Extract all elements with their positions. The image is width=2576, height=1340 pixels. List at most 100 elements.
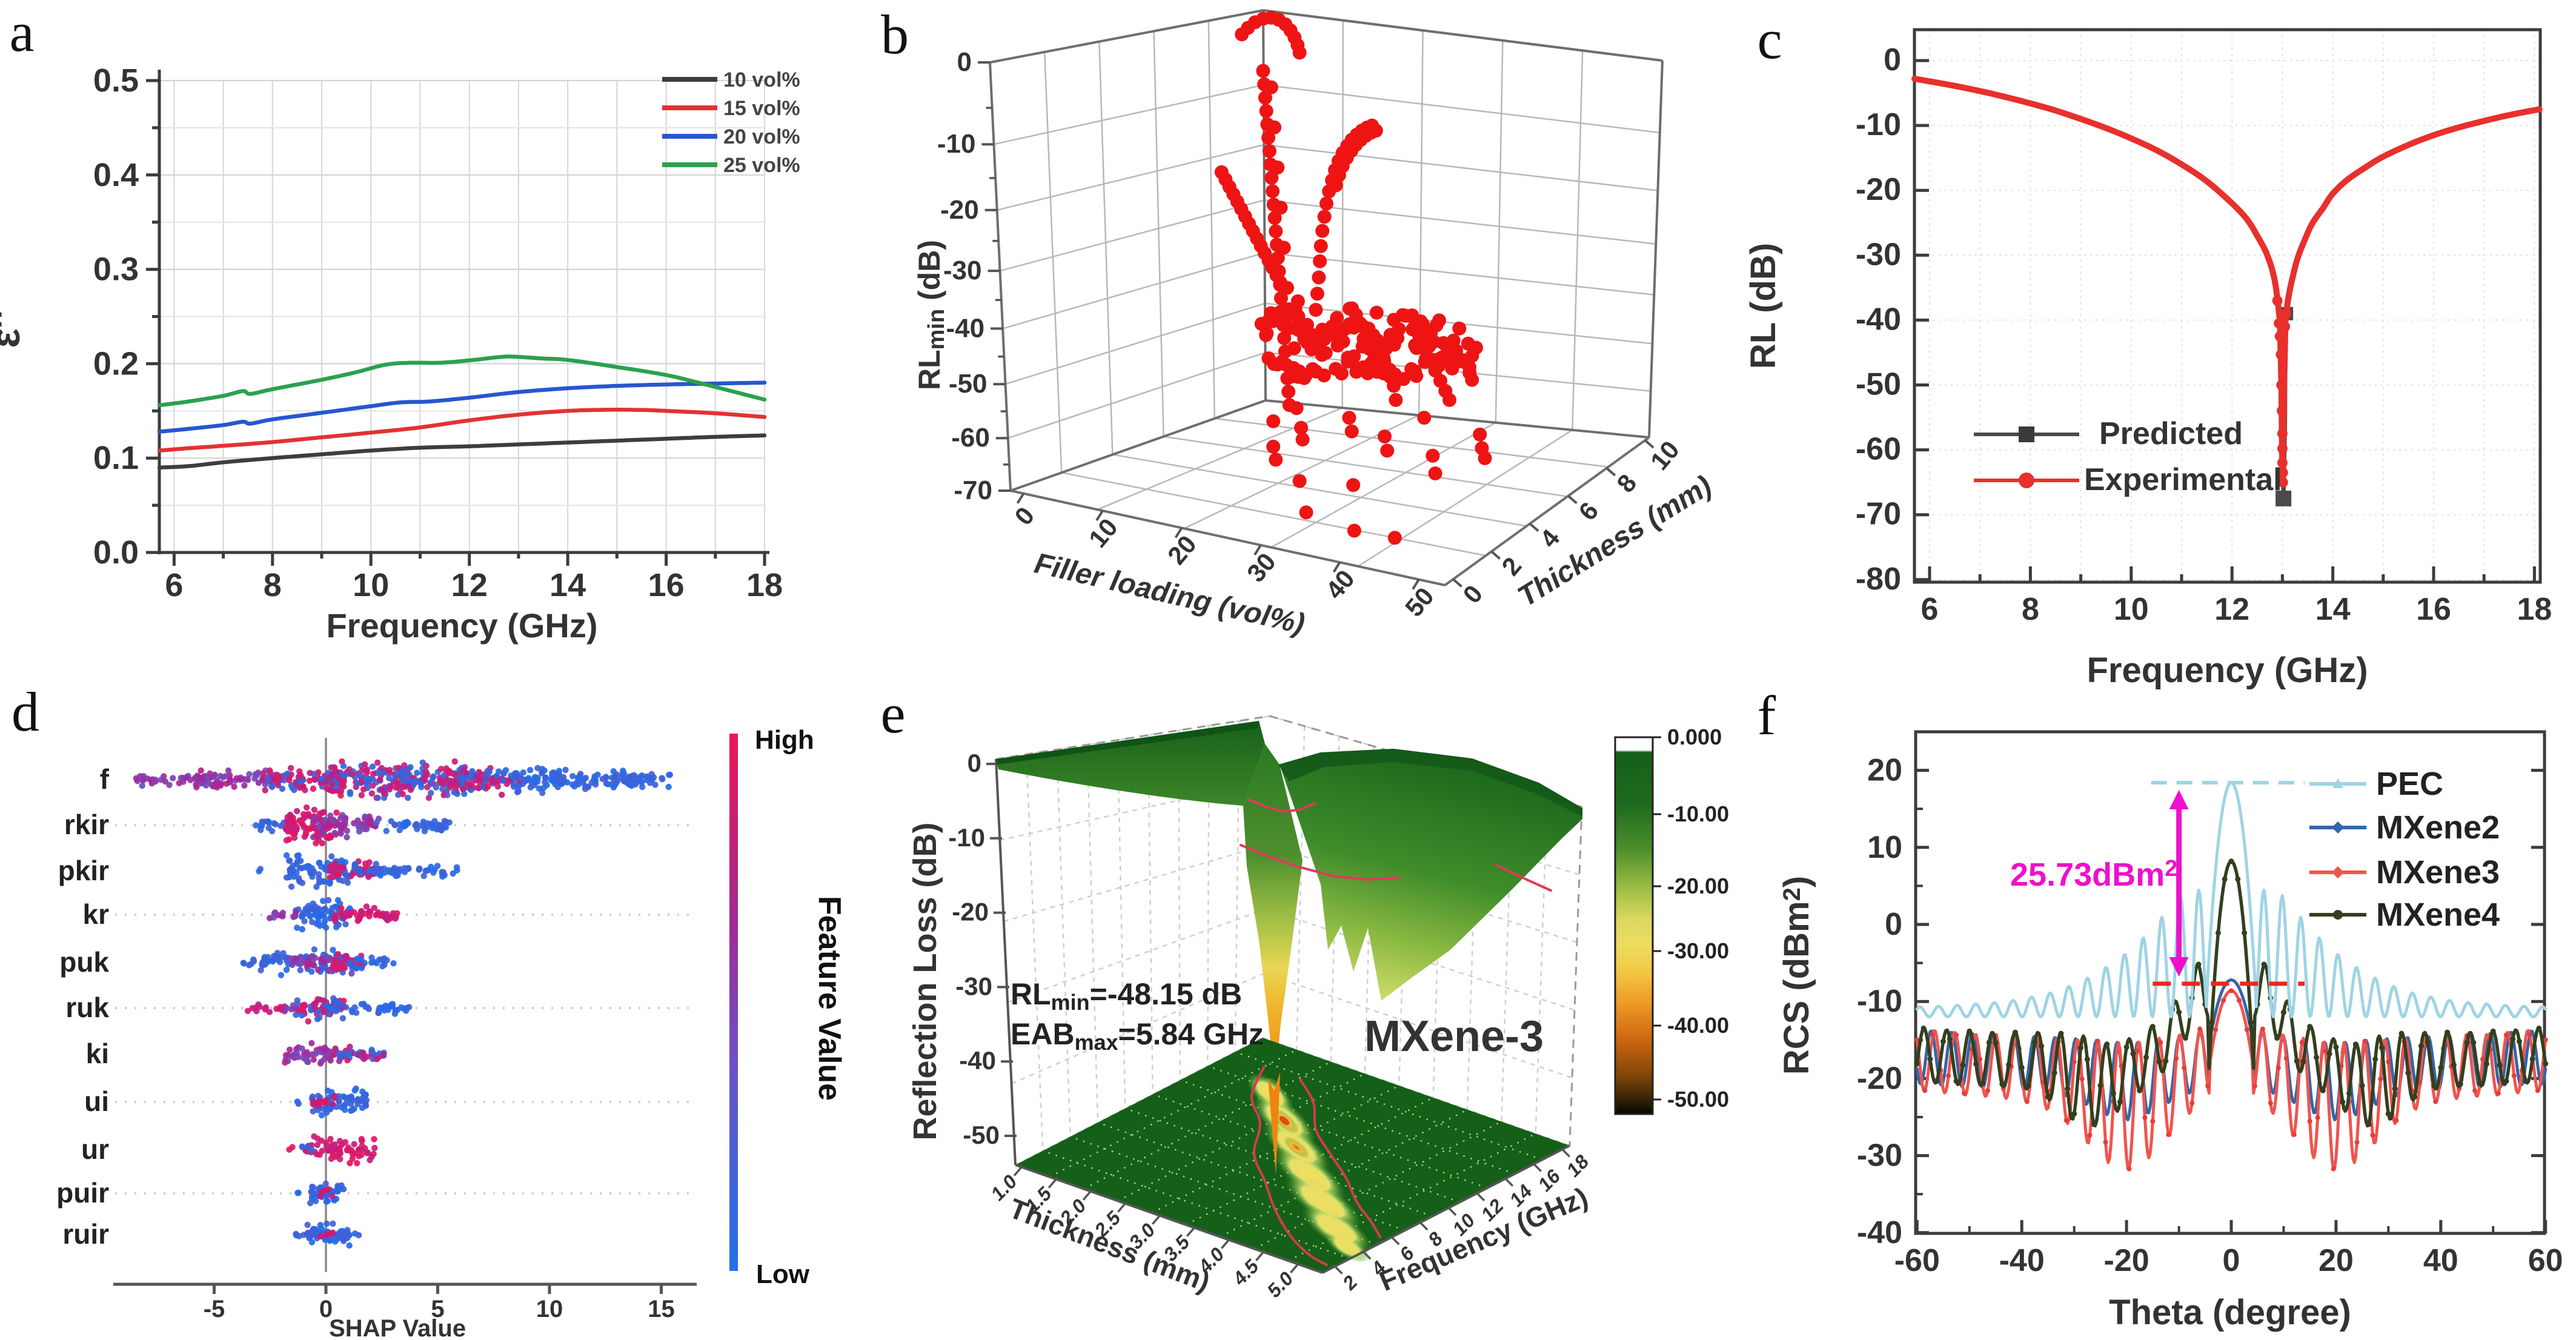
svg-text:-80: -80 (1856, 562, 1901, 597)
svg-text:-30: -30 (1857, 1138, 1902, 1173)
svg-text:Low: Low (756, 1259, 810, 1289)
svg-text:e: e (881, 683, 906, 745)
svg-text:PEC: PEC (2376, 766, 2443, 802)
svg-text:0: 0 (957, 47, 972, 77)
svg-text:0.0: 0.0 (93, 534, 139, 571)
svg-text:25 vol%: 25 vol% (723, 154, 800, 177)
svg-text:kr: kr (83, 898, 110, 930)
svg-text:-20: -20 (1856, 172, 1901, 207)
svg-text:18: 18 (746, 567, 783, 603)
svg-text:-70: -70 (1856, 497, 1901, 532)
svg-text:0: 0 (319, 1296, 333, 1322)
svg-text:RLmin=-48.15 dB: RLmin=-48.15 dB (1011, 977, 1242, 1015)
svg-text:puk: puk (59, 946, 109, 978)
svg-text:0.3: 0.3 (93, 251, 139, 288)
svg-text:-10: -10 (1857, 984, 1902, 1019)
svg-text:pkir: pkir (58, 855, 109, 886)
svg-text:Predicted: Predicted (2099, 416, 2243, 451)
svg-text:0: 0 (1884, 42, 1901, 78)
svg-text:-40: -40 (959, 1046, 996, 1075)
svg-text:20: 20 (2319, 1243, 2354, 1278)
svg-text:-20: -20 (952, 898, 989, 926)
svg-text:14: 14 (549, 567, 586, 603)
svg-text:Feature Value: Feature Value (812, 896, 847, 1101)
svg-text:MXene2: MXene2 (2376, 809, 2500, 846)
svg-text:c: c (1758, 8, 1782, 70)
svg-text:ui: ui (84, 1086, 109, 1117)
svg-text:-30: -30 (943, 256, 982, 285)
svg-text:puir: puir (56, 1177, 109, 1209)
svg-text:-60: -60 (951, 423, 990, 453)
svg-text:40: 40 (2423, 1243, 2458, 1278)
svg-text:Frequency (GHz): Frequency (GHz) (326, 606, 597, 645)
svg-text:-40.00: -40.00 (1667, 1013, 1729, 1038)
svg-text:-50.00: -50.00 (1667, 1087, 1729, 1112)
svg-text:8: 8 (264, 567, 282, 603)
svg-text:ε″: ε″ (0, 309, 28, 348)
svg-text:18: 18 (2517, 592, 2552, 627)
svg-text:-10: -10 (937, 129, 976, 159)
svg-text:ruk: ruk (65, 992, 109, 1023)
svg-text:25.73dBm2: 25.73dBm2 (2010, 856, 2177, 893)
svg-text:-10: -10 (948, 823, 985, 852)
svg-text:f: f (1758, 685, 1776, 746)
svg-text:-30: -30 (1856, 237, 1901, 272)
svg-text:b: b (881, 4, 909, 65)
svg-text:20 vol%: 20 vol% (723, 125, 800, 148)
svg-text:High: High (755, 725, 814, 755)
svg-text:-40: -40 (1999, 1243, 2045, 1278)
svg-text:8: 8 (2022, 592, 2039, 627)
svg-text:12: 12 (451, 567, 488, 603)
svg-text:0.4: 0.4 (93, 157, 139, 193)
svg-text:10: 10 (353, 567, 389, 603)
svg-text:-50: -50 (1856, 367, 1901, 402)
svg-text:0.000: 0.000 (1667, 725, 1722, 749)
svg-text:-20: -20 (940, 195, 979, 225)
svg-text:MXene3: MXene3 (2376, 854, 2500, 891)
svg-text:-10.00: -10.00 (1667, 801, 1729, 826)
svg-text:0: 0 (1885, 907, 1902, 942)
svg-text:Frequency (GHz): Frequency (GHz) (2086, 651, 2368, 690)
svg-text:6: 6 (165, 567, 183, 603)
svg-text:f: f (100, 763, 110, 795)
svg-text:20: 20 (1867, 753, 1902, 788)
svg-text:0.2: 0.2 (93, 345, 139, 382)
svg-text:Experimental: Experimental (2084, 462, 2282, 497)
svg-text:-60: -60 (1856, 432, 1901, 467)
svg-text:6: 6 (1921, 592, 1939, 627)
svg-text:10: 10 (536, 1296, 563, 1322)
svg-text:-70: -70 (954, 476, 992, 505)
svg-text:-5: -5 (204, 1296, 225, 1322)
svg-text:MXene4: MXene4 (2376, 897, 2500, 933)
svg-text:RL (dB): RL (dB) (1744, 243, 1783, 369)
svg-text:-10: -10 (1856, 107, 1901, 142)
svg-text:-30.00: -30.00 (1667, 938, 1729, 963)
svg-text:ur: ur (81, 1133, 109, 1165)
svg-text:0.5: 0.5 (93, 62, 139, 99)
svg-text:SHAP Value: SHAP Value (329, 1315, 466, 1340)
svg-text:14: 14 (2315, 592, 2351, 627)
svg-text:-40: -40 (946, 313, 985, 343)
svg-text:0: 0 (2223, 1243, 2240, 1278)
svg-text:-20: -20 (1857, 1061, 1902, 1096)
svg-text:d: d (12, 681, 39, 743)
svg-text:0.1: 0.1 (93, 440, 139, 476)
svg-text:EABmax=5.84 GHz: EABmax=5.84 GHz (1011, 1017, 1264, 1055)
svg-text:-30: -30 (955, 972, 992, 1000)
svg-text:16: 16 (2416, 592, 2451, 627)
svg-text:rkir: rkir (64, 809, 109, 840)
svg-text:5: 5 (431, 1296, 444, 1322)
svg-text:-60: -60 (1894, 1243, 1940, 1278)
svg-text:15 vol%: 15 vol% (723, 97, 800, 120)
svg-text:-50: -50 (949, 369, 988, 399)
svg-text:15: 15 (648, 1296, 675, 1322)
svg-text:-50: -50 (963, 1121, 1000, 1149)
svg-text:MXene-3: MXene-3 (1364, 1012, 1544, 1061)
svg-text:a: a (10, 1, 35, 63)
svg-text:16: 16 (648, 567, 685, 603)
svg-text:10: 10 (1867, 830, 1902, 865)
svg-text:Reflection Loss (dB): Reflection Loss (dB) (907, 822, 943, 1140)
svg-text:Theta (degree): Theta (degree) (2109, 1293, 2351, 1332)
svg-text:RCS (dBm2): RCS (dBm2) (1777, 876, 1816, 1075)
svg-text:ruir: ruir (62, 1218, 109, 1250)
